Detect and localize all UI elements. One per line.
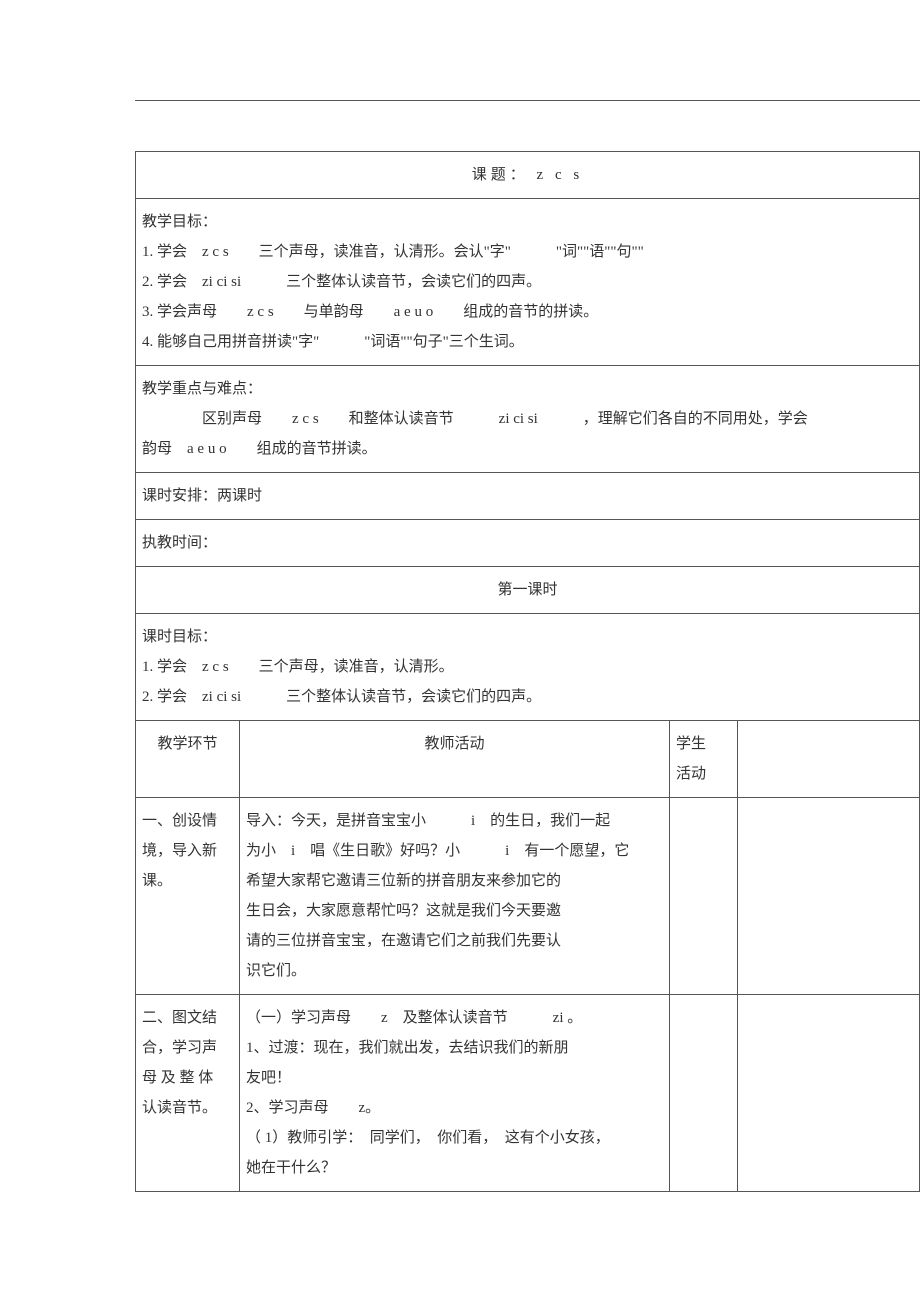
goal-3: 3. 学会声母 z c s 与单韵母 a e u o 组成的音节的拼读。 (142, 297, 913, 327)
lesson-plan-table: 课题： z c s 教学目标： 1. 学会 z c s 三个声母，读准音，认清形… (135, 151, 920, 1192)
t2-l3: 友吧！ (246, 1063, 663, 1093)
goal-2: 2. 学会 zi ci si 三个整体认读音节，会读它们的四声。 (142, 267, 913, 297)
exec-time-row: 执教时间： (136, 520, 920, 567)
env1-l1: 一、创设情 (142, 806, 233, 836)
t2-l6: 她在干什么？ (246, 1153, 663, 1183)
first-period-cell: 第一课时 (136, 567, 920, 614)
activity-row-2: 二、图文结 合，学习声 母 及 整 体 认读音节。 （一）学习声母 z 及整体认… (136, 995, 920, 1192)
t1-l4: 生日会，大家愿意帮忙吗？这就是我们今天要邀 (246, 896, 663, 926)
period-goal-1: 1. 学会 z c s 三个声母，读准音，认清形。 (142, 652, 913, 682)
env2-l3: 母 及 整 体 (142, 1063, 233, 1093)
goal-1: 1. 学会 z c s 三个声母，读准音，认清形。会认"字" "词""语""句"… (142, 237, 913, 267)
hdr-extra (738, 721, 920, 798)
env2-l2: 合，学习声 (142, 1033, 233, 1063)
hdr-env: 教学环节 (136, 721, 240, 798)
title-label: 课题： (472, 167, 529, 183)
hdr-student-l1: 学生 (676, 729, 731, 759)
env1-l2: 境，导入新 (142, 836, 233, 866)
t1-l3: 希望大家帮它邀请三位新的拼音朋友来参加它的 (246, 866, 663, 896)
goal-4: 4. 能够自己用拼音拼读"字" "词语""句子"三个生词。 (142, 327, 913, 357)
table-header-row: 教学环节 教师活动 学生 活动 (136, 721, 920, 798)
env-cell-1: 一、创设情 境，导入新 课。 (136, 798, 240, 995)
t1-l5: 请的三位拼音宝宝，在邀请它们之前我们先要认 (246, 926, 663, 956)
goals-cell: 教学目标： 1. 学会 z c s 三个声母，读准音，认清形。会认"字" "词"… (136, 199, 920, 366)
env2-l1: 二、图文结 (142, 1003, 233, 1033)
t2-l1: （一）学习声母 z 及整体认读音节 zi 。 (246, 1003, 663, 1033)
hdr-student: 学生 活动 (670, 721, 738, 798)
env-cell-2: 二、图文结 合，学习声 母 及 整 体 认读音节。 (136, 995, 240, 1192)
keys-line-1: 区别声母 z c s 和整体认读音节 zi ci si ，理解它们各自的不同用处… (142, 404, 913, 434)
period-goals-row: 课时目标： 1. 学会 z c s 三个声母，读准音，认清形。 2. 学会 zi… (136, 614, 920, 721)
title-value: z c s (537, 167, 584, 183)
keys-cell: 教学重点与难点： 区别声母 z c s 和整体认读音节 zi ci si ，理解… (136, 366, 920, 473)
goals-heading: 教学目标： (142, 207, 913, 237)
title-row: 课题： z c s (136, 152, 920, 199)
teacher-cell-1: 导入：今天，是拼音宝宝小 i 的生日，我们一起 为小 i 唱《生日歌》好吗？小 … (240, 798, 670, 995)
keys-heading: 教学重点与难点： (142, 374, 913, 404)
t2-l2: 1、过渡：现在，我们就出发，去结识我们的新朋 (246, 1033, 663, 1063)
lesson-title-cell: 课题： z c s (136, 152, 920, 199)
period-goals-heading: 课时目标： (142, 622, 913, 652)
activity-row-1: 一、创设情 境，导入新 课。 导入：今天，是拼音宝宝小 i 的生日，我们一起 为… (136, 798, 920, 995)
t1-l1: 导入：今天，是拼音宝宝小 i 的生日，我们一起 (246, 806, 663, 836)
period-arrange-cell: 课时安排：两课时 (136, 473, 920, 520)
period-goals-cell: 课时目标： 1. 学会 z c s 三个声母，读准音，认清形。 2. 学会 zi… (136, 614, 920, 721)
t2-l5: （ 1）教师引学： 同学们， 你们看， 这有个小女孩， (246, 1123, 663, 1153)
document-page: 课题： z c s 教学目标： 1. 学会 z c s 三个声母，读准音，认清形… (0, 0, 920, 1192)
t1-l6: 识它们。 (246, 956, 663, 986)
env1-l3: 课。 (142, 866, 233, 896)
student-cell-2 (670, 995, 738, 1192)
env2-l4: 认读音节。 (142, 1093, 233, 1123)
t2-l4: 2、学习声母 z。 (246, 1093, 663, 1123)
extra-cell-2 (738, 995, 920, 1192)
teacher-cell-2: （一）学习声母 z 及整体认读音节 zi 。 1、过渡：现在，我们就出发，去结识… (240, 995, 670, 1192)
exec-time-cell: 执教时间： (136, 520, 920, 567)
student-cell-1 (670, 798, 738, 995)
hdr-student-l2: 活动 (676, 759, 731, 789)
keys-line-2: 韵母 a e u o 组成的音节拼读。 (142, 434, 913, 464)
period-goal-2: 2. 学会 zi ci si 三个整体认读音节，会读它们的四声。 (142, 682, 913, 712)
top-rule (135, 100, 920, 101)
first-period-row: 第一课时 (136, 567, 920, 614)
keys-row: 教学重点与难点： 区别声母 z c s 和整体认读音节 zi ci si ，理解… (136, 366, 920, 473)
t1-l2: 为小 i 唱《生日歌》好吗？小 i 有一个愿望，它 (246, 836, 663, 866)
extra-cell-1 (738, 798, 920, 995)
hdr-teacher: 教师活动 (240, 721, 670, 798)
period-arrange-row: 课时安排：两课时 (136, 473, 920, 520)
goals-row: 教学目标： 1. 学会 z c s 三个声母，读准音，认清形。会认"字" "词"… (136, 199, 920, 366)
